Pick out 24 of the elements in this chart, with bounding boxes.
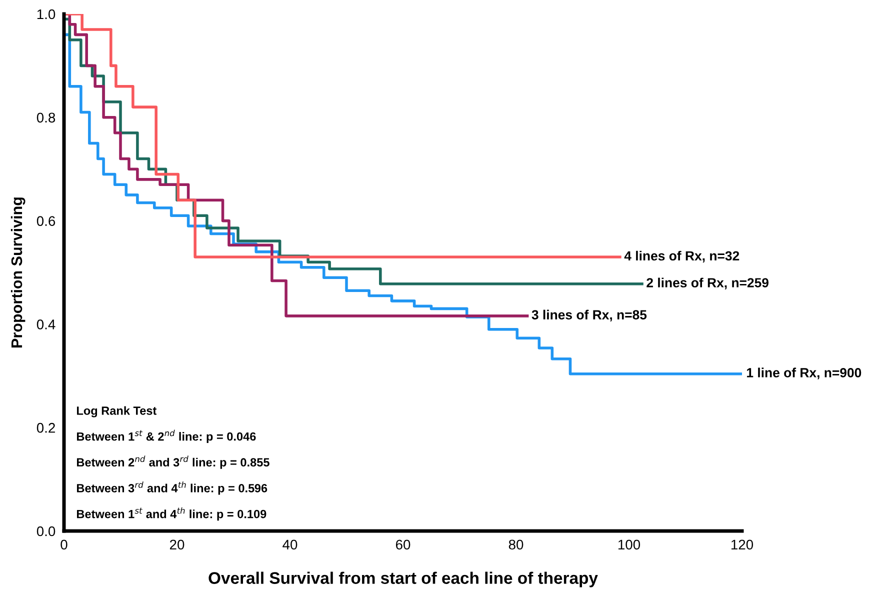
x-tick-label: 80 <box>508 540 524 550</box>
x-tick-label: 120 <box>731 540 754 550</box>
y-tick-label: 0.0 <box>36 526 56 536</box>
y-tick-label: 1.0 <box>37 9 56 20</box>
x-tick-label: 100 <box>618 540 640 550</box>
x-tick-label: 60 <box>396 540 410 550</box>
y-tick-label: 0.4 <box>36 320 56 330</box>
y-tick-label: 0.6 <box>36 216 56 226</box>
x-axis-title: Overall Survival from start of each line of therapy <box>208 572 598 588</box>
series-label: 3 lines of Rx, n=85 <box>532 310 647 322</box>
annotation: Between 1$^{st}$ & 2$^{nd}$ line: p = 0.046 <box>76 430 256 444</box>
y-axis-title: Proportion Surviving <box>10 198 26 348</box>
annotation: Between 1$^{st}$ and 4$^{th}$ line: p = 0.109 <box>76 507 266 521</box>
y-tick-label: 0.2 <box>36 422 55 433</box>
x-tick-label: 0 <box>60 540 68 550</box>
series-label: 2 lines of Rx, n=259 <box>646 278 769 290</box>
series-label: 4 lines of Rx, n=32 <box>624 250 740 262</box>
x-tick-label: 40 <box>282 540 298 550</box>
annotation: Between 3$^{rd}$ and 4$^{th}$ line: p = 0.596 <box>76 481 268 495</box>
y-tick-label: 0.8 <box>36 112 56 123</box>
x-tick-label: 20 <box>170 540 184 550</box>
annotation: Between 2$^{nd}$ and 3$^{rd}$ line: p = 0.855 <box>76 456 270 469</box>
series-label: 1 line of Rx, n=900 <box>746 368 862 380</box>
annotation: Log Rank Test <box>76 406 157 418</box>
